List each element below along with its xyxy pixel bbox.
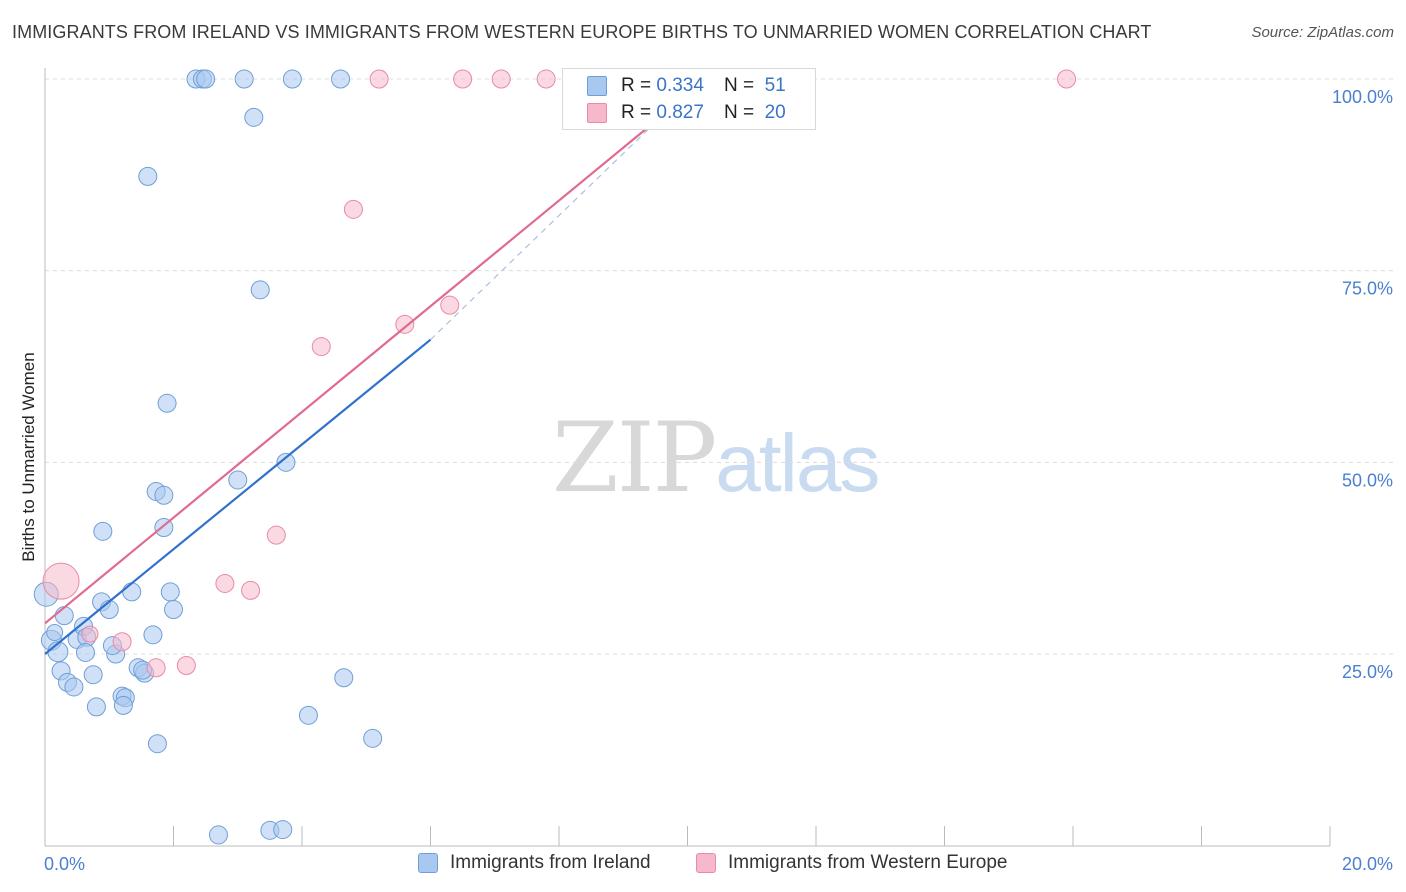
series-western-europe-points (42, 69, 1077, 678)
x-tick-label-max: 20.0% (1342, 854, 1393, 874)
legend-row-western-europe: R = 0.827 N = 20 (587, 102, 786, 124)
data-point (234, 69, 254, 89)
trend-line-western-europe (44, 78, 708, 625)
legend-r-label: R = (621, 102, 652, 123)
data-point (83, 665, 103, 685)
data-point (99, 600, 119, 620)
data-point (395, 314, 415, 334)
data-point (215, 573, 235, 593)
y-tick-label: 75.0% (1342, 279, 1393, 299)
data-point (164, 600, 183, 620)
legend-r-label: R = (621, 75, 652, 96)
data-point (334, 668, 354, 688)
source-label: Source: ZipAtlas.com (1251, 24, 1394, 41)
data-point (491, 69, 511, 89)
data-point (343, 199, 363, 219)
data-point (81, 625, 99, 643)
data-point (453, 69, 473, 89)
legend-n-label: N = (723, 102, 755, 123)
data-point (331, 69, 351, 89)
legend-row-ireland: R = 0.334 N = 51 (587, 75, 786, 97)
watermark-atlas: atlas (715, 418, 880, 509)
data-point (244, 107, 264, 127)
legend-item-ireland[interactable]: Immigrants from Ireland (418, 852, 651, 874)
data-point (113, 695, 133, 715)
y-tick-label: 100.0% (1332, 87, 1393, 107)
legend-swatch-western-europe (587, 103, 607, 123)
data-point (250, 280, 270, 300)
legend-n-value: 51 (764, 75, 786, 96)
x-tick-label-min: 0.0% (44, 854, 85, 874)
legend-swatch-western-europe (696, 853, 716, 873)
data-point (54, 606, 74, 626)
watermark-zip: ZIP (552, 402, 717, 514)
y-axis-title: Births to Unmarried Women (19, 352, 38, 561)
data-point (147, 734, 167, 754)
data-point (276, 452, 296, 472)
data-point (208, 825, 228, 845)
data-point (363, 728, 383, 748)
data-point (369, 69, 389, 89)
data-point (241, 580, 261, 600)
data-point (64, 677, 84, 697)
y-tick-label: 25.0% (1342, 662, 1393, 682)
legend-r-value: 0.827 (656, 102, 704, 123)
data-point (42, 562, 80, 600)
data-point (157, 393, 177, 413)
data-point (138, 166, 158, 186)
data-point (143, 625, 163, 645)
grid-lines (45, 78, 1395, 655)
data-point (228, 470, 248, 490)
chart-title: IMMIGRANTS FROM IRELAND VS IMMIGRANTS FR… (12, 22, 1152, 42)
data-point (122, 582, 142, 602)
watermark: ZIPatlas (552, 402, 880, 514)
trend-line-ireland (44, 338, 432, 655)
data-point (298, 705, 318, 725)
series-ireland-points (33, 69, 383, 845)
trend-lines (44, 78, 708, 655)
legend-n-label: N = (723, 75, 755, 96)
data-point (154, 485, 174, 505)
data-point (75, 642, 95, 662)
data-point (176, 656, 196, 675)
legend-item-western-europe[interactable]: Immigrants from Western Europe (696, 852, 1007, 874)
data-point (1057, 69, 1077, 89)
axis-labels: 25.0% 50.0% 75.0% 100.0% 0.0% 20.0% Births to … (19, 87, 1393, 874)
data-point (160, 582, 180, 602)
y-tick-label: 50.0% (1342, 470, 1393, 490)
data-point (196, 69, 216, 89)
legend-r-value: 0.334 (656, 75, 704, 96)
legend-swatch-ireland (418, 853, 438, 873)
data-point (46, 624, 64, 642)
data-point (273, 820, 293, 840)
data-point (86, 697, 106, 717)
data-point (440, 295, 460, 315)
axes (44, 68, 1331, 847)
series-legend: Immigrants from Ireland Immigrants from … (0, 852, 1406, 878)
data-point (93, 521, 113, 541)
data-point (112, 632, 132, 652)
data-point (311, 337, 331, 357)
data-point (266, 525, 286, 545)
data-point (282, 69, 302, 89)
data-point (536, 69, 556, 89)
legend-label-western-europe: Immigrants from Western Europe (728, 852, 1008, 873)
legend-label-ireland: Immigrants from Ireland (450, 852, 651, 873)
legend-n-value: 20 (764, 102, 786, 123)
legend-swatch-ireland (587, 76, 607, 96)
correlation-legend: R = 0.334 N = 51 R = 0.827 N = 20 (562, 68, 816, 130)
data-point (146, 658, 166, 678)
